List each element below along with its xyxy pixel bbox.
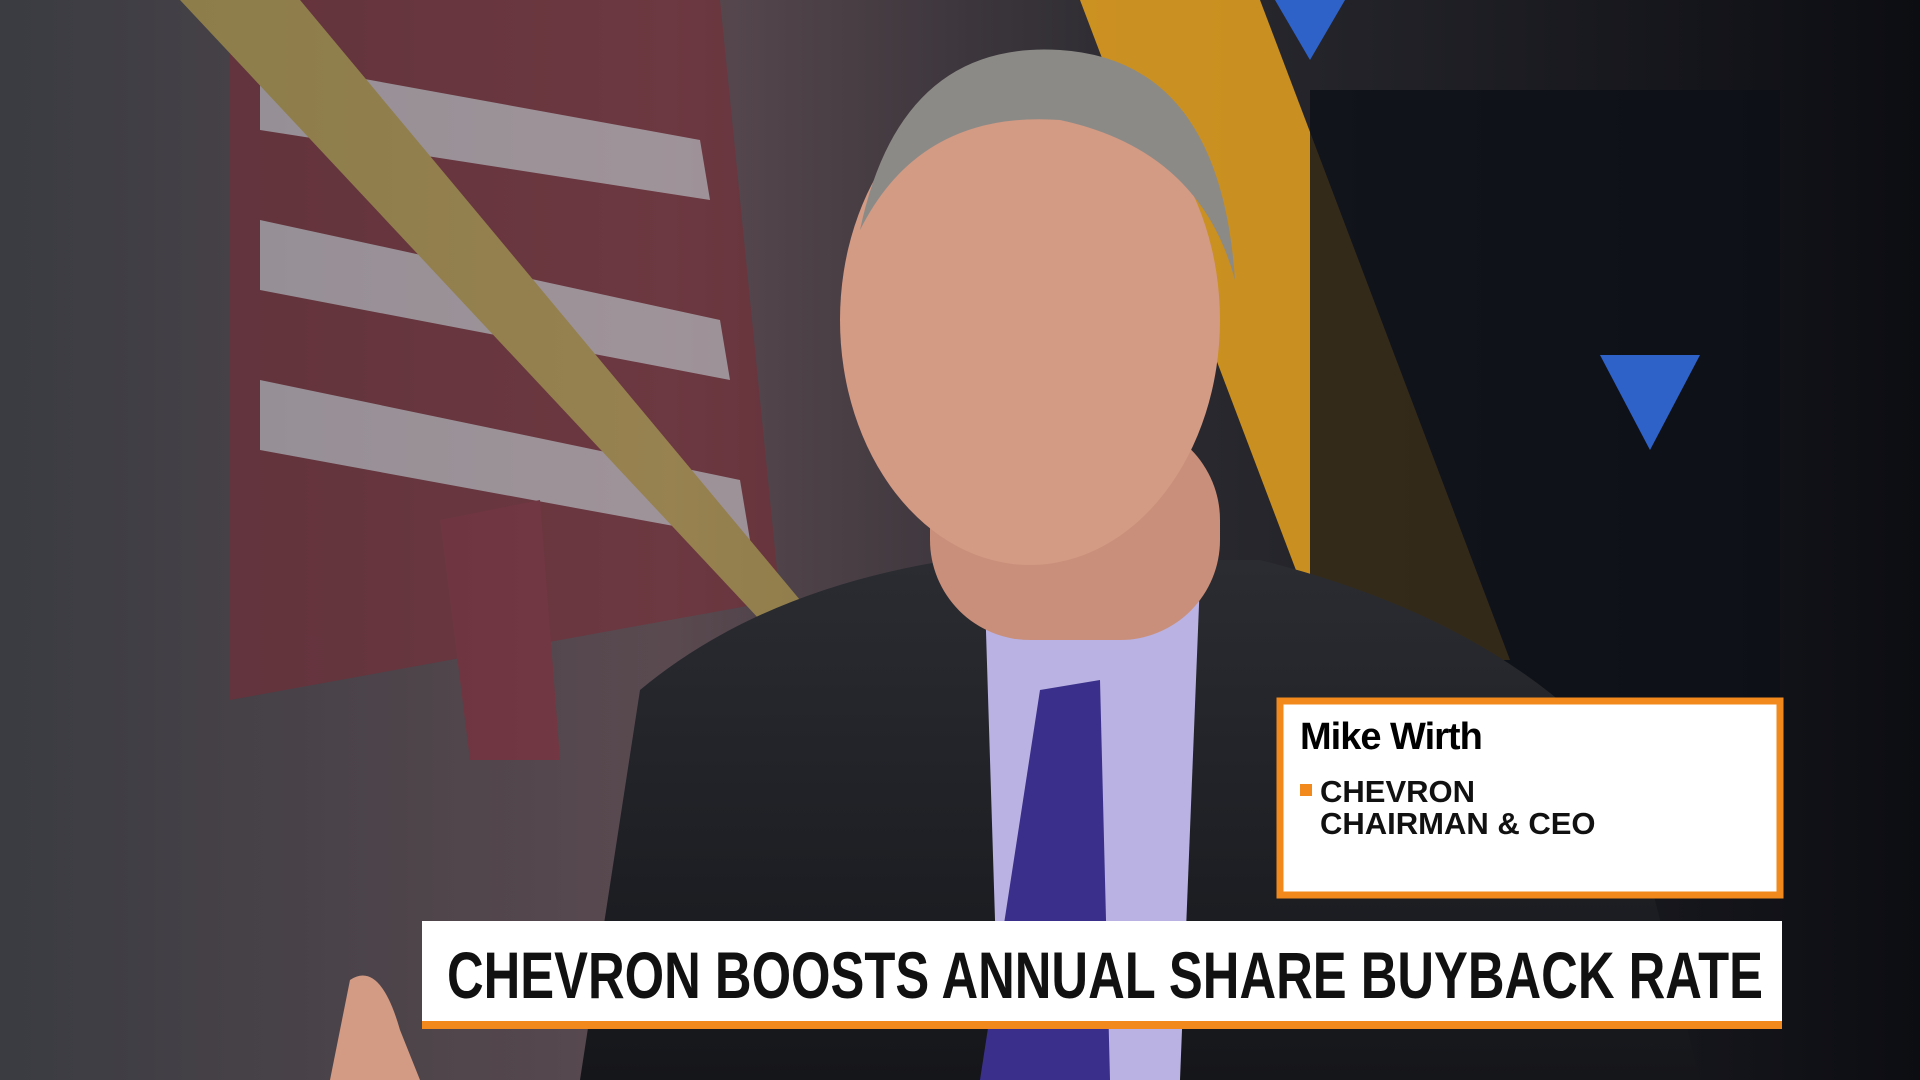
guest-company: CHEVRON	[1320, 774, 1475, 809]
triangle	[1275, 0, 1345, 60]
guest-role: CHAIRMAN & CEO	[1320, 806, 1596, 841]
guest-name: Mike Wirth	[1300, 716, 1482, 758]
triangle	[1600, 355, 1700, 450]
headline-accent	[422, 1021, 1782, 1029]
name-box	[1276, 697, 1784, 899]
headline: CHEVRON BOOSTS ANNUAL SHARE BUYBACK RATE	[447, 938, 1763, 1012]
flag-backdrop	[180, 0, 800, 760]
bullet	[1300, 784, 1312, 796]
headline-bar	[422, 921, 1782, 1021]
